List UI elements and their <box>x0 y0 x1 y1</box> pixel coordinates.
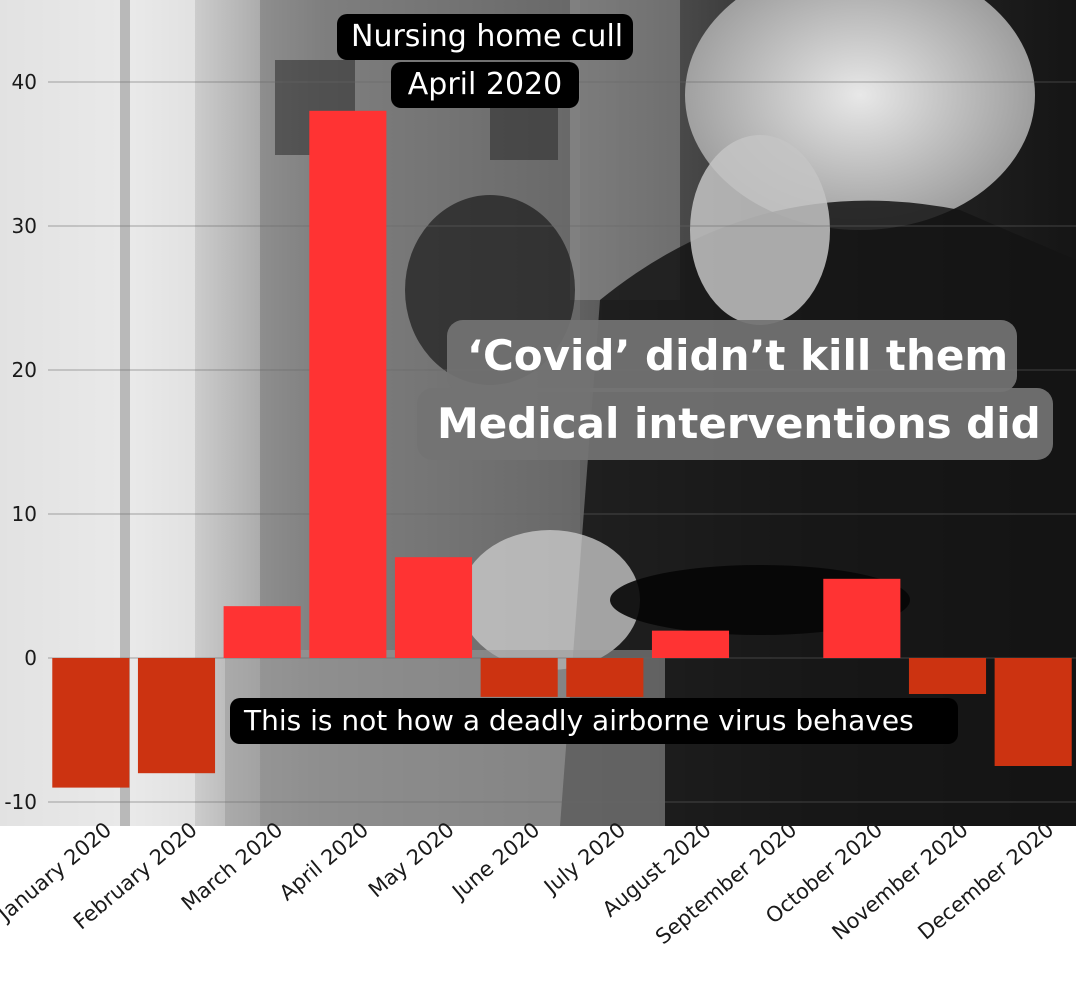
bar <box>52 658 130 788</box>
bar <box>137 658 216 774</box>
caption-text: This is not how a deadly airborne virus … <box>244 704 914 737</box>
bar <box>994 658 1072 766</box>
headline-line2: Medical interventions did <box>437 399 1041 448</box>
bar <box>823 578 901 658</box>
bar <box>908 658 987 694</box>
bar <box>394 557 473 658</box>
x-tick-label: April 2020 <box>275 817 373 905</box>
bar <box>223 606 301 658</box>
caption-box: This is not how a deadly airborne virus … <box>230 698 958 744</box>
y-tick-label: 30 <box>12 214 37 238</box>
april-annotation-line1: Nursing home cull <box>351 19 624 54</box>
bar <box>309 110 387 659</box>
bars <box>52 110 1072 788</box>
april-annotation-line2: April 2020 <box>407 67 563 102</box>
y-tick-label: -10 <box>4 790 37 814</box>
headline-line2-box: Medical interventions did <box>417 388 1053 460</box>
bar <box>651 630 730 658</box>
y-tick-label: 20 <box>12 358 37 382</box>
x-tick-label: September 2020 <box>651 817 801 949</box>
april-annotation: Nursing home cull <box>337 14 633 60</box>
x-tick-label: June 2020 <box>446 817 544 905</box>
y-tick-label: 40 <box>12 70 37 94</box>
bar <box>566 658 644 697</box>
x-tick-label: May 2020 <box>364 817 459 902</box>
y-axis-ticks: -10 0 10 20 30 40 <box>4 70 37 814</box>
y-tick-label: 0 <box>24 646 37 670</box>
y-tick-label: 10 <box>12 502 37 526</box>
headline-line1-box: ‘Covid’ didn’t kill them <box>447 320 1017 392</box>
april-annotation-date: April 2020 <box>391 62 579 108</box>
headline-line1: ‘Covid’ didn’t kill them <box>467 331 1009 380</box>
bar <box>480 658 558 697</box>
